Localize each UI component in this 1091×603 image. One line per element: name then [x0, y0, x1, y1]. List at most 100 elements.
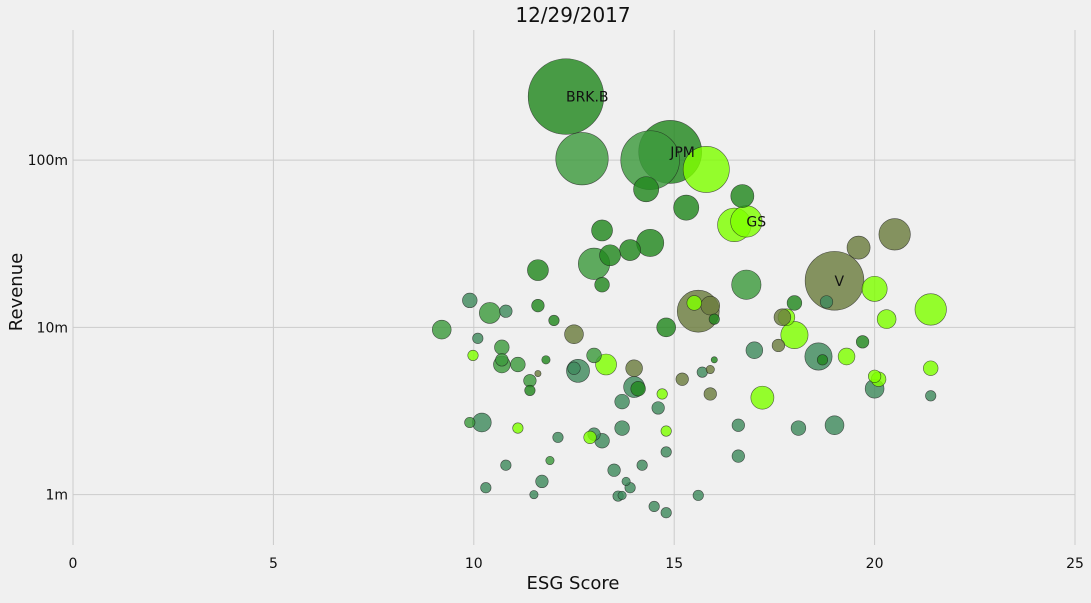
- scatter-point: [861, 275, 888, 302]
- scatter-point: [535, 474, 549, 489]
- scatter-point: [564, 324, 584, 345]
- x-tick-label: 15: [665, 556, 683, 572]
- scatter-point: [673, 194, 700, 221]
- scatter-point: [636, 459, 648, 471]
- y-tick-label: 10m: [37, 320, 68, 336]
- scatter-point: [651, 401, 665, 415]
- scatter-point: [923, 360, 939, 376]
- scatter-point: [675, 372, 689, 386]
- scatter-point: [529, 490, 539, 500]
- scatter-point: [594, 277, 610, 293]
- scatter-point: [548, 314, 560, 327]
- scatter-point: [731, 418, 745, 432]
- scatter-point: [591, 219, 613, 242]
- x-tick-label: 5: [269, 556, 278, 572]
- scatter-point: [692, 489, 704, 501]
- scatter-point: [703, 387, 717, 401]
- y-axis-ticks: 1m 10m 100m: [28, 153, 68, 504]
- scatter-point: [614, 393, 630, 410]
- scatter-point: [816, 354, 829, 366]
- scatter-point: [660, 446, 672, 458]
- scatter-point: [686, 295, 702, 311]
- x-tick-label: 0: [69, 556, 78, 572]
- scatter-point: [619, 239, 641, 261]
- scatter-point: [527, 259, 549, 281]
- y-tick-label: 1m: [45, 488, 68, 504]
- scatter-point: [462, 292, 478, 309]
- scatter-point: [730, 184, 755, 208]
- scatter-point: [464, 416, 476, 429]
- scatter-point: [731, 269, 762, 300]
- scatter-point: [682, 146, 730, 193]
- chart-title: 12/29/2017: [515, 3, 630, 27]
- scatter-point: [745, 341, 764, 359]
- scatter-point: [583, 430, 597, 444]
- scatter-point: [780, 321, 809, 350]
- scatter-point: [527, 58, 605, 135]
- scatter-point: [819, 295, 834, 309]
- scatter-point: [790, 420, 807, 436]
- x-tick-label: 10: [465, 556, 483, 572]
- scatter-point: [617, 490, 627, 500]
- scatter-point: [710, 356, 718, 364]
- scatter-point: [773, 308, 792, 326]
- scatter-point: [494, 339, 510, 355]
- scatter-point: [621, 476, 631, 486]
- scatter-point: [431, 319, 452, 340]
- scatter-point: [660, 507, 672, 519]
- scatter-point: [750, 385, 775, 410]
- x-axis-ticks: 0 5 10 15 20 25: [69, 556, 1084, 572]
- scatter-point: [480, 482, 492, 494]
- scatter-point: [914, 293, 947, 326]
- scatter-point: [656, 317, 676, 338]
- scatter-point: [878, 218, 911, 251]
- scatter-point: [567, 361, 581, 375]
- scatter-point: [700, 295, 721, 316]
- scatter-point: [786, 295, 803, 311]
- y-tick-label: 100m: [28, 153, 68, 169]
- scatter-point: [607, 463, 621, 477]
- scatter-point: [656, 388, 668, 400]
- scatter-point: [545, 456, 555, 466]
- scatter-point: [925, 390, 937, 402]
- scatter-point: [499, 304, 513, 318]
- scatter-point: [599, 244, 621, 267]
- scatter-point: [708, 313, 720, 325]
- y-axis-label: Revenue: [6, 253, 27, 331]
- scatter-point: [824, 415, 845, 435]
- data-points: [431, 58, 947, 519]
- scatter-point: [837, 347, 856, 366]
- scatter-point: [555, 132, 609, 186]
- scatter-point: [633, 176, 660, 203]
- scatter-point: [541, 355, 551, 365]
- scatter-point: [595, 353, 617, 376]
- scatter-point: [552, 431, 564, 443]
- scatter-point: [512, 422, 524, 434]
- scatter-point: [731, 449, 745, 463]
- scatter-point: [705, 365, 715, 375]
- scatter-point: [500, 459, 512, 471]
- point-label: BRK.B: [566, 90, 609, 106]
- scatter-point: [867, 369, 882, 383]
- point-label: GS: [746, 214, 766, 230]
- scatter-point: [876, 309, 897, 329]
- grid-lines: [72, 30, 1076, 545]
- scatter-point: [648, 500, 660, 513]
- point-label: V: [835, 274, 845, 290]
- scatter-point: [524, 384, 536, 396]
- scatter-point: [630, 381, 646, 397]
- scatter-point: [660, 425, 672, 437]
- scatter-point: [771, 338, 786, 353]
- point-label: JPM: [669, 145, 695, 161]
- scatter-point: [467, 349, 479, 361]
- x-tick-label: 20: [866, 556, 884, 572]
- scatter-point: [495, 353, 509, 367]
- scatter-point: [479, 302, 501, 324]
- x-tick-label: 25: [1066, 556, 1084, 572]
- point-labels: BRK.B JPM GS V: [566, 90, 845, 290]
- scatter-point: [534, 370, 542, 377]
- scatter-point: [510, 356, 526, 373]
- x-axis-label: ESG Score: [527, 573, 620, 594]
